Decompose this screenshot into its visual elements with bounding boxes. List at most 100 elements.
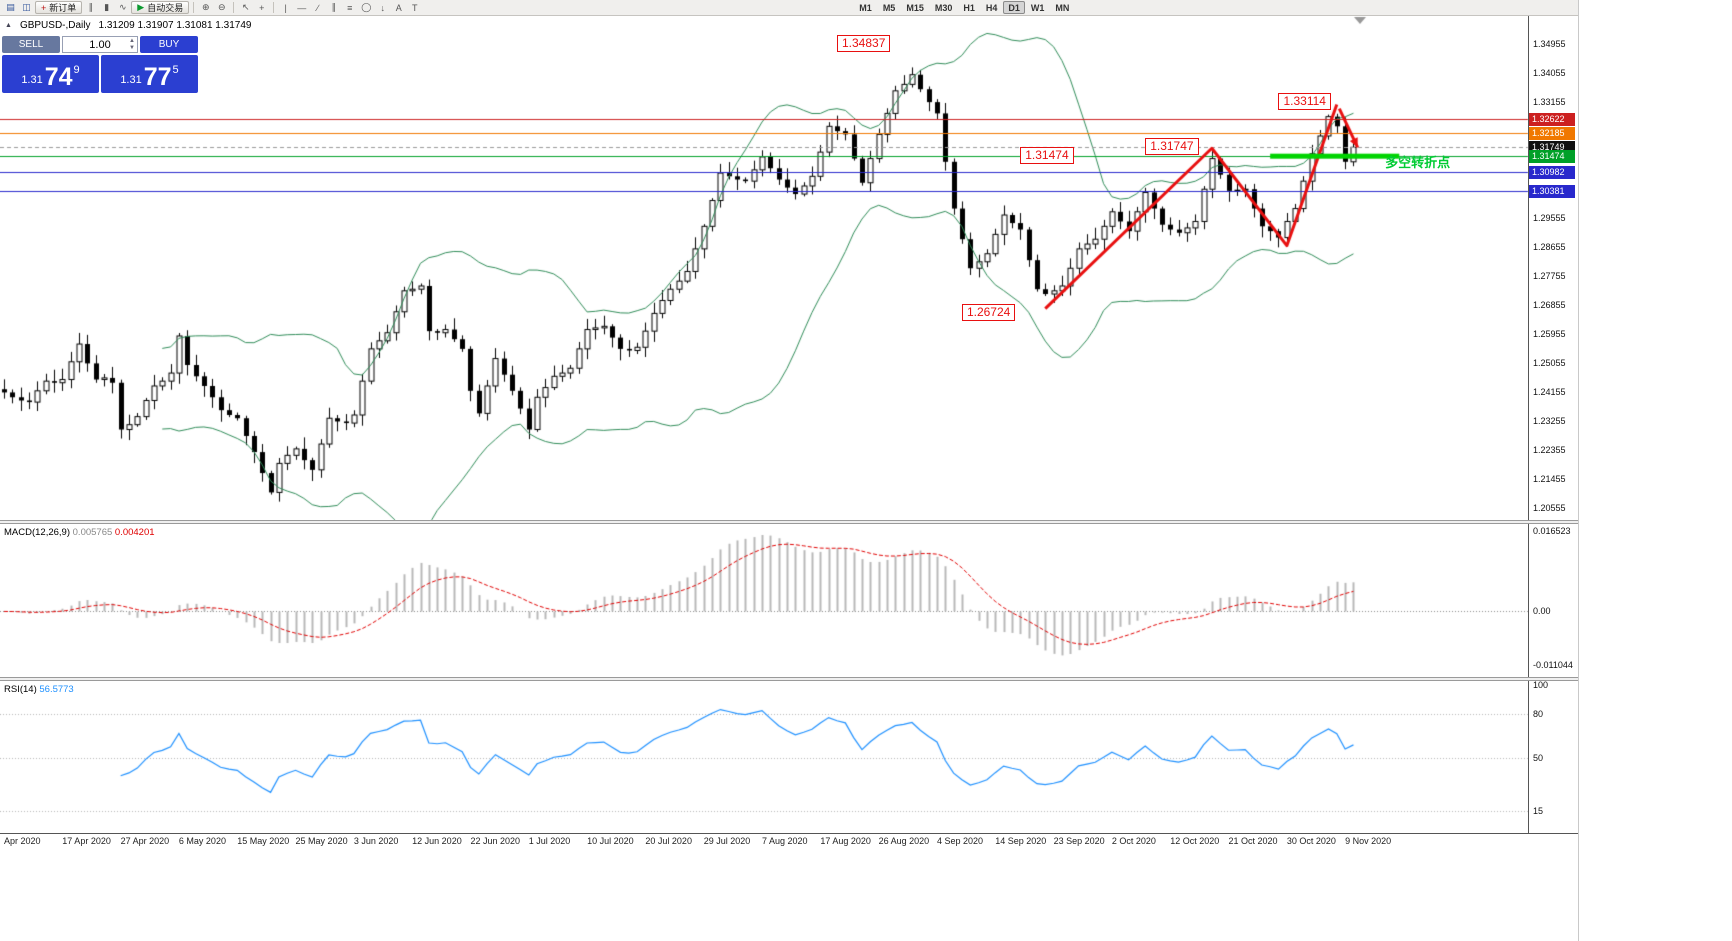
- time-axis-label: 27 Apr 2020: [120, 836, 170, 846]
- price-label: 1.32622: [1529, 112, 1575, 126]
- arrows-icon[interactable]: ↓: [380, 2, 386, 13]
- buy-price-panel[interactable]: 1.31 77 5: [101, 55, 198, 93]
- time-axis-label: 14 Sep 2020: [995, 836, 1047, 846]
- time-axis-label: 20 Jul 2020: [645, 836, 692, 846]
- time-axis-label: 12 Jun 2020: [412, 836, 462, 846]
- volume-input[interactable]: 1.00 ▲ ▼: [62, 36, 138, 53]
- sell-price-prefix: 1.31: [21, 74, 43, 86]
- one-click-collapse-icon[interactable]: ▲: [5, 22, 12, 29]
- trendline-icon[interactable]: ∕: [316, 2, 319, 13]
- timeframe-m15[interactable]: M15: [906, 3, 924, 13]
- time-axis-label: 17 Apr 2020: [62, 836, 111, 846]
- timeframe-w1[interactable]: W1: [1030, 3, 1045, 13]
- volume-down-icon[interactable]: ▼: [129, 45, 135, 51]
- chart-canvas[interactable]: [0, 0, 1578, 941]
- equidistant-channel-icon[interactable]: ∥: [331, 2, 336, 12]
- macd-name: MACD(12,26,9): [4, 527, 70, 538]
- timeframe-m5[interactable]: M5: [882, 3, 896, 13]
- time-axis[interactable]: [0, 833, 1578, 853]
- price-label: 1.30381: [1529, 184, 1575, 198]
- timeframe-d1[interactable]: D1: [1003, 1, 1025, 14]
- time-axis-label: 29 Jul 2020: [703, 836, 751, 846]
- volume-up-icon[interactable]: ▲: [129, 38, 135, 44]
- rsi-name: RSI(14): [4, 684, 37, 695]
- zoom-out-icon[interactable]: ⊖: [217, 2, 226, 12]
- rsi-current-value: 56.5773: [39, 684, 74, 695]
- rsi-axis-label: 50: [1533, 753, 1544, 764]
- shapes-icon[interactable]: ◯: [361, 2, 372, 12]
- time-axis-label: 1 Jul 2020: [528, 836, 571, 846]
- horizontal-line-icon[interactable]: —: [297, 2, 307, 13]
- timeframe-m1[interactable]: M1: [859, 3, 872, 13]
- sell-price-panel[interactable]: 1.31 74 9: [2, 55, 99, 93]
- rsi-axis-label: 80: [1533, 708, 1544, 719]
- time-axis-label: 10 Jul 2020: [587, 836, 634, 846]
- charts-icon[interactable]: ▤: [6, 2, 15, 12]
- price-label: 1.31474: [1529, 149, 1575, 163]
- price-axis-tick: 1.24155: [1533, 387, 1566, 398]
- main-toolbar: ▤ ◫ + 新订单 ∥ ▮ ∿ ▶ 自动交易 ⊕ ⊖ ↖ + | — ∕ ∥ ≡ ◯ ↓ A T M1 M5 M15 M30 H1 H…: [0, 0, 1578, 16]
- time-axis-label: 22 Jun 2020: [470, 836, 521, 846]
- chart-candles-icon[interactable]: ▮: [104, 2, 110, 12]
- price-axis-tick: 1.23255: [1533, 416, 1566, 427]
- rsi-panel-splitter[interactable]: [0, 677, 1578, 681]
- text-icon[interactable]: A: [395, 2, 402, 13]
- rsi-axis-label: 15: [1533, 805, 1544, 816]
- timeframe-mn[interactable]: MN: [1055, 3, 1070, 13]
- price-label: 1.30982: [1529, 165, 1575, 179]
- time-axis-label: 9 Nov 2020: [1345, 836, 1392, 846]
- timeframe-h4[interactable]: H4: [985, 3, 998, 13]
- timeframe-m30[interactable]: M30: [934, 3, 953, 13]
- fibonacci-icon[interactable]: ≡: [347, 2, 353, 13]
- autotrading-button[interactable]: ▶ 自动交易: [131, 1, 190, 14]
- price-axis-tick: 1.34955: [1533, 38, 1566, 49]
- chart-bars-icon[interactable]: ∥: [88, 2, 94, 12]
- price-axis-separator: [1528, 16, 1529, 836]
- buy-price-pipette: 5: [172, 64, 179, 76]
- time-axis-label: 15 May 2020: [237, 836, 290, 846]
- buy-price-prefix: 1.31: [120, 74, 142, 86]
- price-axis-tick: 1.33155: [1533, 96, 1566, 107]
- time-axis-label: 23 Sep 2020: [1053, 836, 1105, 846]
- price-axis-tick: 1.26855: [1533, 300, 1566, 311]
- macd-panel-splitter[interactable]: [0, 520, 1578, 524]
- time-axis-label: 25 May 2020: [295, 836, 348, 846]
- cursor-icon[interactable]: ↖: [241, 2, 250, 12]
- macd-axis-label: 0.016523: [1533, 526, 1571, 537]
- volume-value: 1.00: [89, 38, 111, 51]
- price-axis-tick: 1.20555: [1533, 503, 1566, 514]
- price-axis-tick: 1.22355: [1533, 445, 1566, 456]
- chart-line-icon[interactable]: ∿: [119, 2, 127, 12]
- time-axis-label: 3 Jun 2020: [353, 836, 399, 846]
- profiles-icon[interactable]: ◫: [22, 2, 31, 12]
- sell-button[interactable]: SELL: [2, 36, 60, 53]
- price-callout: 1.31747: [1145, 137, 1199, 155]
- crosshair-icon[interactable]: +: [259, 2, 265, 13]
- price-callout: 1.26724: [961, 304, 1016, 322]
- rsi-axis-label: 100: [1533, 680, 1549, 690]
- text-label-icon[interactable]: T: [412, 2, 418, 13]
- zoom-in-icon[interactable]: ⊕: [201, 2, 210, 12]
- buy-button[interactable]: BUY: [140, 36, 198, 53]
- macd-axis-label: -0.011044: [1533, 660, 1573, 671]
- toolbar-separator: [233, 2, 235, 13]
- price-axis-tick: 1.28655: [1533, 242, 1566, 253]
- one-click-trading-widget: SELL 1.00 ▲ ▼ BUY 1.31 74 9 1.31 77 5: [2, 36, 198, 93]
- new-order-button[interactable]: + 新订单: [35, 1, 83, 14]
- price-callout: 1.34837: [837, 35, 891, 53]
- symbol-period-label: GBPUSD-,Daily: [19, 20, 91, 31]
- time-axis-label: Apr 2020: [4, 836, 41, 846]
- time-axis-label: 17 Aug 2020: [820, 836, 871, 846]
- price-axis-tick: 1.27755: [1533, 271, 1566, 282]
- time-axis-label: 21 Oct 2020: [1228, 836, 1278, 846]
- sell-price-main: 74: [44, 63, 73, 91]
- ohlc-values: 1.31209 1.31907 1.31081 1.31749: [98, 20, 252, 31]
- timeframe-h1[interactable]: H1: [963, 3, 975, 13]
- time-axis-label: 4 Sep 2020: [936, 836, 983, 846]
- vertical-line-icon[interactable]: |: [284, 2, 287, 13]
- macd-main-value: 0.005765: [72, 527, 113, 538]
- price-axis-tick: 1.25055: [1533, 358, 1566, 369]
- price-callout: 1.31474: [1020, 146, 1074, 164]
- time-axis-label: 7 Aug 2020: [762, 836, 808, 846]
- sell-price-pipette: 9: [73, 64, 80, 76]
